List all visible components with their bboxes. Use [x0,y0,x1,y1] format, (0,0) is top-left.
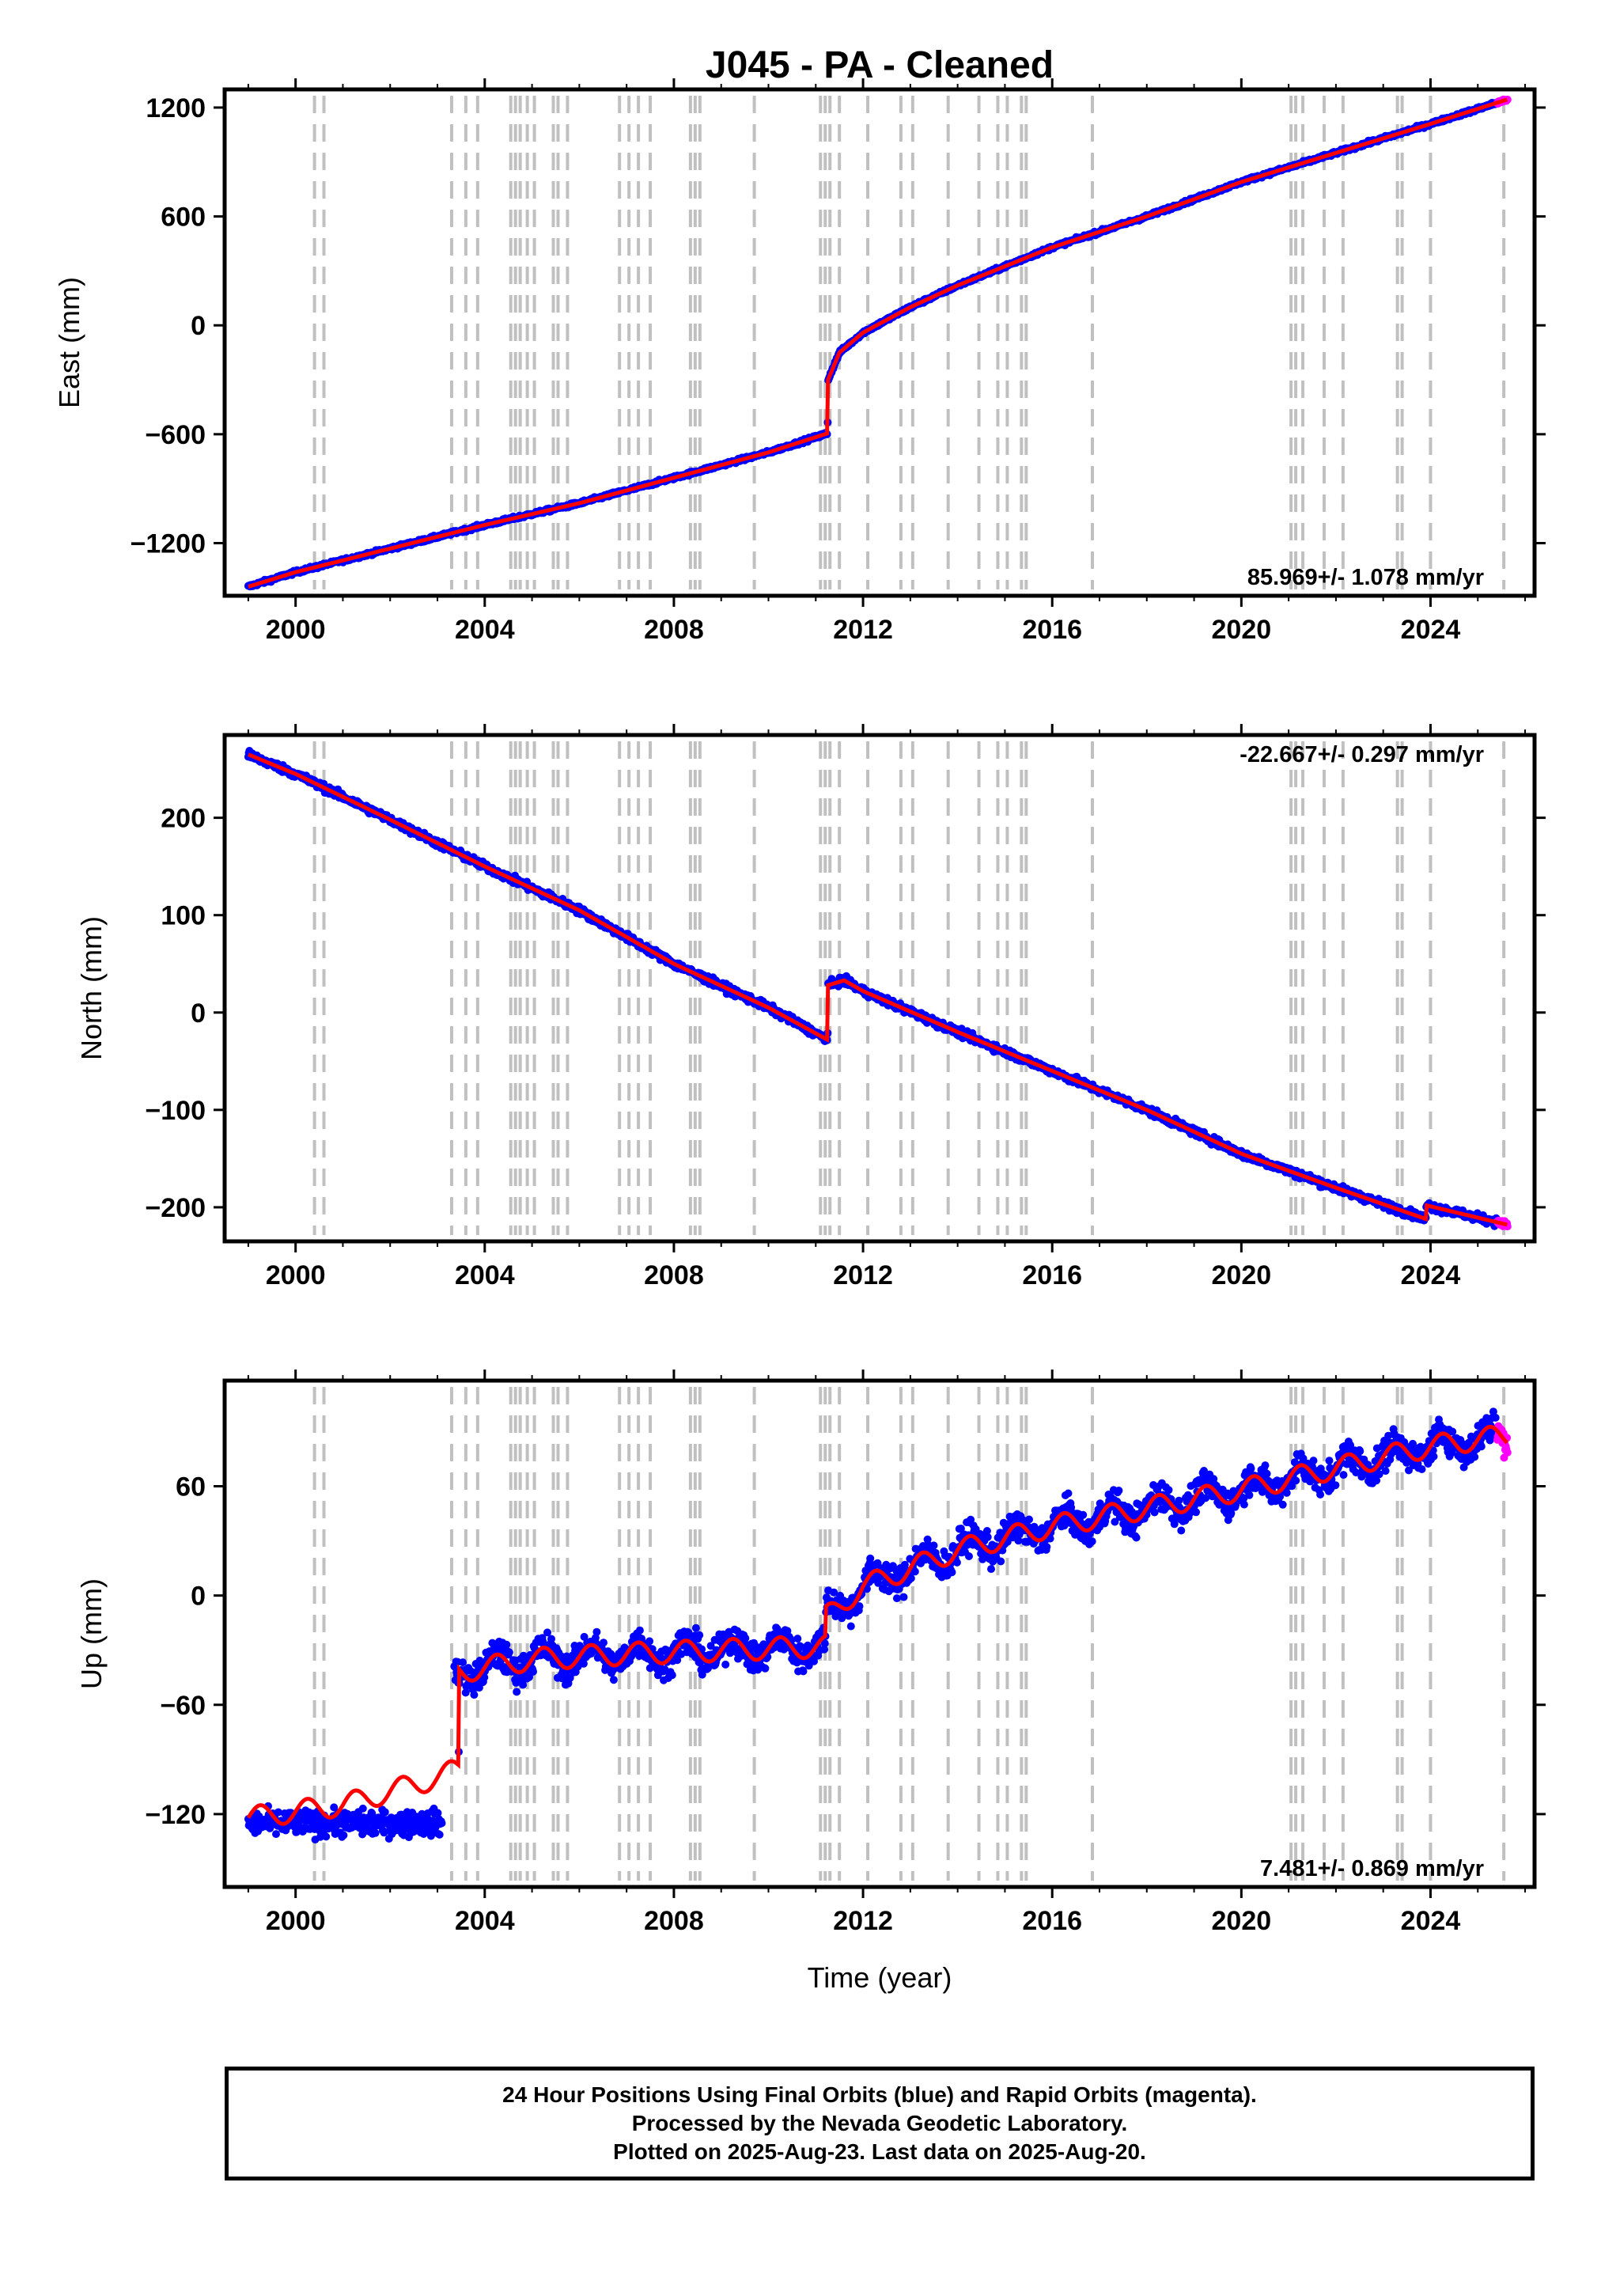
y-tick-label: 200 [161,804,206,834]
up-final-point [358,1804,367,1813]
up-panel: 2000 2004 2008 2012 2016 2020 2024−120−60060Up… [75,1370,1546,1936]
y-tick-label: 1200 [146,93,206,123]
x-tick-label: 2000 [266,615,326,645]
y-tick-label: 100 [161,901,206,931]
north-plot-frame [222,733,1537,1244]
x-tick-label: 2016 [1022,615,1082,645]
north-panel: 2000 2004 2008 2012 2016 2020 2024 −200 −100 0 100… [75,724,1546,1290]
x-tick-label: 2020 [1212,615,1272,645]
y-tick-label: −100 [145,1096,206,1126]
x-tick-label: 2024 [1401,615,1461,645]
x-tick-label: 2012 [833,1260,893,1290]
x-tick-label: 2008 [644,615,704,645]
x-tick-label: 2012 [833,615,893,645]
y-tick-label: −1200 [131,529,206,559]
north-rate-label: -22.667+/- 0.297 mm/yr [1240,742,1484,767]
up-final-point [272,1830,280,1839]
up-final-point [322,1832,331,1841]
up-final-point [339,1831,348,1839]
north-observations [244,747,1512,1231]
x-tick-label: 2016 [1022,1260,1082,1290]
y-tick-label: −200 [145,1193,206,1223]
up-final-point [371,1828,380,1837]
north-y-axis-label: North (mm) [75,916,108,1060]
east-y-axis-label: East (mm) [53,277,85,408]
x-tick-label: 2004 [455,1260,515,1290]
x-tick-label: 2020 [1212,1260,1272,1290]
y-tick-label: −600 [145,420,206,450]
east-rate-label: 85.969+/- 1.078 mm/yr [1247,565,1484,590]
east-plot-frame [222,87,1537,598]
x-tick-label: 2024 [1401,1260,1461,1290]
y-tick-label: 0 [191,311,206,341]
x-tick-label: 2004 [455,615,515,645]
east-model-fit-line [248,97,1508,589]
y-tick-label: 0 [191,998,206,1029]
y-tick-label: 600 [161,203,206,233]
east-observations [244,95,1512,591]
east-panel: 2000 2004 2008 2012 2016 2020 2024 −1200 −600 0 60… [53,78,1546,645]
north-model-fit-line [247,752,1508,1227]
up-observations [244,1408,1512,1844]
chart-title: J045 - PA - Cleaned [706,44,1054,86]
x-tick-label: 2008 [644,1260,704,1290]
x-tick-label: 2000 [266,1260,326,1290]
